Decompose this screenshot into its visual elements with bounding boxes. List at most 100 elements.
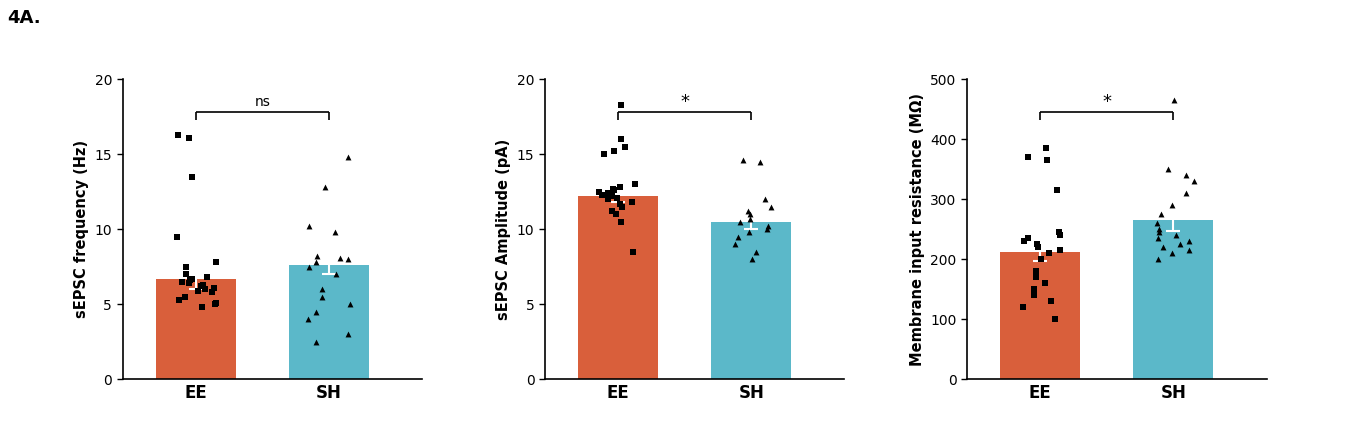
- Point: [1030, 256, 1051, 263]
- Point: [206, 299, 227, 306]
- Point: [206, 259, 227, 266]
- Point: [610, 184, 632, 191]
- Point: [298, 263, 320, 270]
- Point: [1024, 274, 1046, 281]
- Bar: [577, 196, 658, 379]
- Point: [606, 194, 628, 202]
- Point: [588, 188, 610, 195]
- Point: [597, 196, 618, 203]
- Point: [602, 185, 624, 192]
- Point: [1150, 211, 1171, 218]
- Point: [1027, 244, 1049, 251]
- Y-axis label: Membrane input resistance (MΩ): Membrane input resistance (MΩ): [910, 93, 925, 366]
- Text: ns: ns: [255, 95, 270, 109]
- Point: [305, 338, 327, 345]
- Point: [1175, 190, 1197, 197]
- Point: [621, 199, 643, 206]
- Point: [203, 284, 225, 292]
- Point: [605, 211, 627, 218]
- Point: [178, 277, 200, 284]
- Point: [755, 196, 776, 203]
- Point: [1166, 232, 1188, 239]
- Point: [172, 278, 193, 285]
- Point: [168, 296, 189, 303]
- Point: [339, 301, 361, 308]
- Point: [1027, 241, 1049, 248]
- Point: [328, 254, 350, 262]
- Point: [741, 256, 763, 263]
- Point: [168, 131, 189, 138]
- Point: [1026, 268, 1047, 275]
- Point: [192, 281, 214, 288]
- Point: [614, 143, 636, 150]
- Point: [602, 187, 624, 194]
- Point: [1175, 172, 1197, 179]
- Point: [1013, 238, 1035, 245]
- Point: [1147, 256, 1169, 263]
- Point: [200, 289, 222, 296]
- Point: [1152, 244, 1174, 251]
- Point: [610, 136, 632, 143]
- Point: [610, 218, 632, 225]
- Point: [1178, 238, 1200, 245]
- Point: [729, 218, 750, 225]
- Point: [740, 211, 761, 218]
- Point: [1049, 247, 1071, 254]
- Point: [305, 259, 327, 266]
- Point: [338, 154, 360, 161]
- Point: [1049, 232, 1071, 239]
- Bar: [1000, 251, 1080, 379]
- Point: [312, 293, 334, 300]
- Point: [756, 226, 778, 233]
- Point: [745, 248, 767, 255]
- Point: [195, 286, 217, 293]
- Text: *: *: [1102, 93, 1111, 111]
- Point: [1035, 157, 1057, 164]
- Point: [1043, 316, 1065, 323]
- Point: [1178, 247, 1200, 254]
- Point: [204, 301, 226, 308]
- Point: [610, 101, 632, 108]
- Point: [1170, 241, 1192, 248]
- Point: [1023, 292, 1045, 299]
- Point: [1039, 298, 1061, 305]
- Point: [610, 203, 632, 210]
- Point: [757, 223, 779, 230]
- Point: [189, 283, 211, 290]
- Point: [1023, 286, 1045, 293]
- Point: [1148, 235, 1170, 242]
- Y-axis label: sEPSC frequency (Hz): sEPSC frequency (Hz): [74, 140, 89, 318]
- Point: [181, 275, 203, 282]
- Point: [315, 184, 336, 191]
- Point: [196, 274, 218, 281]
- Point: [178, 135, 200, 142]
- Point: [324, 229, 346, 236]
- Bar: [155, 279, 236, 379]
- Point: [192, 304, 214, 311]
- Point: [305, 308, 327, 315]
- Point: [1017, 154, 1039, 161]
- Point: [1038, 250, 1060, 257]
- Point: [178, 280, 200, 287]
- Point: [1049, 229, 1071, 236]
- Text: *: *: [680, 93, 689, 111]
- Point: [1148, 229, 1170, 236]
- Point: [749, 158, 771, 165]
- Point: [181, 173, 203, 180]
- Bar: [1133, 220, 1214, 379]
- Point: [609, 200, 631, 207]
- Point: [727, 233, 749, 240]
- Point: [601, 208, 622, 215]
- Point: [1046, 187, 1068, 194]
- Point: [1160, 202, 1182, 209]
- Point: [592, 151, 614, 158]
- Point: [597, 190, 618, 197]
- Point: [306, 253, 328, 260]
- Point: [1145, 220, 1167, 227]
- Point: [740, 215, 761, 222]
- Point: [1160, 250, 1182, 257]
- Point: [1035, 145, 1057, 152]
- Point: [622, 248, 644, 255]
- Point: [725, 241, 746, 248]
- Point: [174, 263, 196, 270]
